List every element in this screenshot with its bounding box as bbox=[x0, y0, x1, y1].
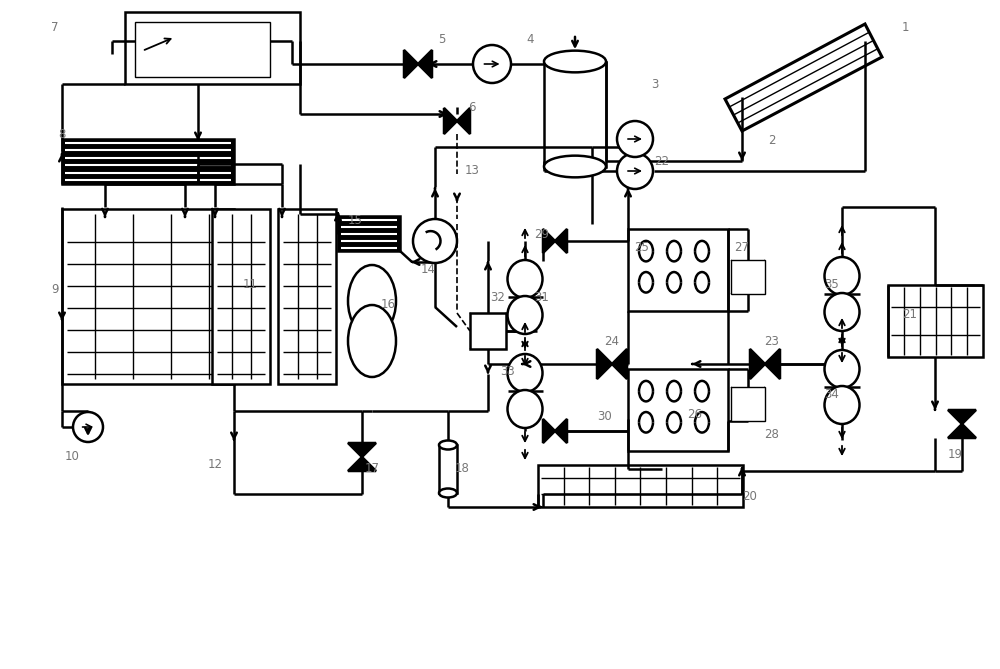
Text: 24: 24 bbox=[604, 334, 620, 347]
Text: 27: 27 bbox=[734, 240, 750, 254]
Ellipse shape bbox=[508, 354, 542, 392]
Bar bbox=[62, 209, 234, 384]
Ellipse shape bbox=[544, 156, 606, 177]
Text: 18: 18 bbox=[455, 462, 469, 476]
Ellipse shape bbox=[348, 265, 396, 337]
Text: 17: 17 bbox=[364, 462, 380, 476]
Text: 12: 12 bbox=[208, 458, 222, 470]
Text: 28: 28 bbox=[765, 427, 779, 440]
Text: 32: 32 bbox=[491, 290, 505, 304]
Text: 6: 6 bbox=[468, 100, 476, 114]
Bar bbox=[278, 209, 336, 384]
Text: 31: 31 bbox=[535, 290, 549, 304]
Polygon shape bbox=[543, 419, 555, 443]
Bar bbox=[439, 445, 457, 493]
Polygon shape bbox=[948, 410, 976, 424]
Ellipse shape bbox=[439, 440, 457, 450]
Circle shape bbox=[73, 412, 103, 442]
Text: 11: 11 bbox=[242, 278, 258, 290]
Bar bbox=[544, 62, 606, 167]
Bar bbox=[338, 216, 400, 251]
Bar bbox=[212, 209, 270, 384]
Text: 21: 21 bbox=[902, 308, 918, 320]
Ellipse shape bbox=[439, 488, 457, 498]
Text: 8: 8 bbox=[58, 128, 66, 140]
Bar bbox=[628, 229, 728, 311]
Polygon shape bbox=[725, 24, 882, 131]
Polygon shape bbox=[444, 108, 457, 134]
Text: 34: 34 bbox=[825, 387, 839, 401]
Text: 25: 25 bbox=[635, 240, 649, 254]
Polygon shape bbox=[948, 424, 976, 438]
Text: 29: 29 bbox=[534, 227, 550, 240]
Bar bbox=[731, 260, 765, 294]
Text: 23: 23 bbox=[765, 334, 779, 347]
Ellipse shape bbox=[544, 51, 606, 72]
Bar bbox=[538, 465, 743, 507]
Bar bbox=[470, 313, 506, 349]
Ellipse shape bbox=[824, 386, 860, 424]
Polygon shape bbox=[348, 457, 376, 471]
Text: 22: 22 bbox=[654, 155, 670, 167]
Polygon shape bbox=[543, 229, 555, 253]
Bar bbox=[731, 387, 765, 421]
Text: 10: 10 bbox=[65, 450, 79, 464]
Text: 16: 16 bbox=[380, 298, 396, 310]
Text: 19: 19 bbox=[948, 448, 963, 460]
Polygon shape bbox=[348, 443, 376, 457]
Ellipse shape bbox=[508, 296, 542, 334]
Polygon shape bbox=[555, 229, 567, 253]
Polygon shape bbox=[555, 419, 567, 443]
Ellipse shape bbox=[824, 350, 860, 388]
Text: 9: 9 bbox=[51, 282, 59, 296]
Bar bbox=[628, 369, 728, 451]
Text: 30: 30 bbox=[598, 411, 612, 423]
Circle shape bbox=[473, 45, 511, 83]
Text: 2: 2 bbox=[768, 134, 776, 147]
Text: 7: 7 bbox=[51, 21, 59, 33]
Bar bbox=[888, 285, 983, 357]
Ellipse shape bbox=[824, 293, 860, 331]
Polygon shape bbox=[765, 349, 780, 379]
Text: 14: 14 bbox=[420, 262, 436, 276]
Bar bbox=[62, 139, 234, 184]
Ellipse shape bbox=[508, 260, 542, 298]
Text: 35: 35 bbox=[825, 278, 839, 290]
Ellipse shape bbox=[348, 305, 396, 377]
Text: 26: 26 bbox=[688, 407, 702, 421]
Circle shape bbox=[617, 153, 653, 189]
Text: 1: 1 bbox=[901, 21, 909, 33]
Polygon shape bbox=[750, 349, 765, 379]
Ellipse shape bbox=[824, 257, 860, 295]
Text: 4: 4 bbox=[526, 33, 534, 45]
Polygon shape bbox=[404, 50, 418, 78]
Bar bbox=[125, 12, 300, 84]
Polygon shape bbox=[418, 50, 432, 78]
Polygon shape bbox=[457, 108, 470, 134]
Ellipse shape bbox=[508, 390, 542, 428]
Text: 3: 3 bbox=[651, 78, 659, 90]
Text: 33: 33 bbox=[501, 365, 515, 377]
Circle shape bbox=[413, 219, 457, 263]
Polygon shape bbox=[612, 349, 627, 379]
Polygon shape bbox=[597, 349, 612, 379]
Text: 13: 13 bbox=[465, 165, 479, 177]
Bar bbox=[135, 22, 270, 77]
Circle shape bbox=[617, 121, 653, 157]
Text: 20: 20 bbox=[743, 490, 757, 504]
Text: 5: 5 bbox=[438, 33, 446, 45]
Text: 15: 15 bbox=[348, 215, 362, 227]
